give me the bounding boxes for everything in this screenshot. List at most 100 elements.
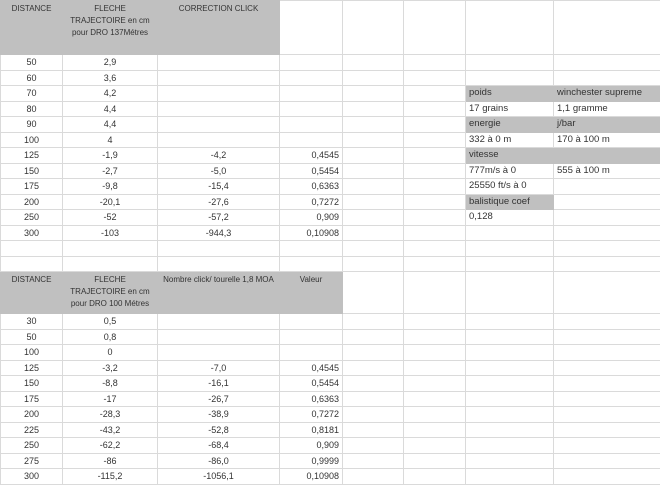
info-label-cell[interactable]: 777m/s à 0 xyxy=(466,163,554,179)
cell[interactable] xyxy=(554,438,660,454)
fleche-cell[interactable]: -8,8 xyxy=(63,376,158,392)
cell[interactable] xyxy=(466,391,554,407)
value-cell[interactable]: 0,5454 xyxy=(280,376,343,392)
bottom-header-cell[interactable]: Nombre click/ tourelle 1,8 MOA xyxy=(158,272,280,314)
correction-cell[interactable]: -5,0 xyxy=(158,163,280,179)
cell[interactable] xyxy=(63,256,158,272)
cell[interactable] xyxy=(554,360,660,376)
cell[interactable] xyxy=(404,422,466,438)
cell[interactable] xyxy=(404,360,466,376)
cell[interactable] xyxy=(343,391,404,407)
distance-cell[interactable]: 100 xyxy=(1,132,63,148)
fleche-cell[interactable]: 0,8 xyxy=(63,329,158,345)
value-cell[interactable]: 0,5454 xyxy=(280,163,343,179)
click-count-cell[interactable] xyxy=(158,314,280,330)
cell[interactable] xyxy=(158,256,280,272)
fleche-cell[interactable]: -1,9 xyxy=(63,148,158,164)
cell[interactable] xyxy=(404,256,466,272)
cell[interactable] xyxy=(343,241,404,257)
cell[interactable] xyxy=(404,117,466,133)
correction-cell[interactable] xyxy=(158,70,280,86)
cell[interactable] xyxy=(343,179,404,195)
fleche-cell[interactable]: -9,8 xyxy=(63,179,158,195)
fleche-cell[interactable]: 3,6 xyxy=(63,70,158,86)
info-value-cell[interactable]: 1,1 gramme xyxy=(554,101,660,117)
cell[interactable] xyxy=(343,453,404,469)
click-count-cell[interactable] xyxy=(158,345,280,361)
distance-cell[interactable]: 250 xyxy=(1,438,63,454)
cell[interactable] xyxy=(466,256,554,272)
cell[interactable] xyxy=(343,1,404,55)
fleche-cell[interactable]: -20,1 xyxy=(63,194,158,210)
value-cell[interactable] xyxy=(280,345,343,361)
cell[interactable] xyxy=(554,314,660,330)
distance-cell[interactable]: 150 xyxy=(1,376,63,392)
correction-cell[interactable] xyxy=(158,117,280,133)
cell[interactable] xyxy=(1,241,63,257)
fleche-cell[interactable]: -3,2 xyxy=(63,360,158,376)
cell[interactable] xyxy=(554,272,660,314)
info-value-cell[interactable] xyxy=(554,179,660,195)
top-header-cell[interactable]: FLECHE TRAJECTOIRE en cm pour DRO 137Mét… xyxy=(63,1,158,55)
click-count-cell[interactable]: -16,1 xyxy=(158,376,280,392)
click-count-cell[interactable]: -38,9 xyxy=(158,407,280,423)
correction-cell[interactable] xyxy=(158,55,280,71)
cell[interactable] xyxy=(554,225,660,241)
fleche-cell[interactable]: -2,7 xyxy=(63,163,158,179)
cell[interactable] xyxy=(554,422,660,438)
info-value-cell[interactable] xyxy=(554,210,660,226)
cell[interactable] xyxy=(404,241,466,257)
distance-cell[interactable]: 175 xyxy=(1,391,63,407)
bottom-header-cell[interactable]: DISTANCE xyxy=(1,272,63,314)
cell[interactable] xyxy=(554,329,660,345)
fleche-cell[interactable]: -62,2 xyxy=(63,438,158,454)
click-count-cell[interactable] xyxy=(158,329,280,345)
cell[interactable] xyxy=(466,70,554,86)
cell[interactable] xyxy=(466,376,554,392)
value-cell[interactable]: 0,909 xyxy=(280,210,343,226)
cell[interactable] xyxy=(343,376,404,392)
value-cell[interactable]: 0,4545 xyxy=(280,360,343,376)
correction-cell[interactable]: -15,4 xyxy=(158,179,280,195)
cell[interactable] xyxy=(466,1,554,55)
cell[interactable] xyxy=(466,272,554,314)
cell[interactable] xyxy=(466,314,554,330)
click-count-cell[interactable]: -68,4 xyxy=(158,438,280,454)
fleche-cell[interactable]: 0,5 xyxy=(63,314,158,330)
distance-cell[interactable]: 50 xyxy=(1,55,63,71)
value-cell[interactable]: 0,6363 xyxy=(280,391,343,407)
click-count-cell[interactable]: -86,0 xyxy=(158,453,280,469)
cell[interactable] xyxy=(404,163,466,179)
info-label-cell[interactable]: energie xyxy=(466,117,554,133)
distance-cell[interactable]: 30 xyxy=(1,314,63,330)
cell[interactable] xyxy=(466,422,554,438)
info-label-cell[interactable]: 25550 ft/s à 0 xyxy=(466,179,554,195)
value-cell[interactable]: 0,7272 xyxy=(280,194,343,210)
click-count-cell[interactable]: -7,0 xyxy=(158,360,280,376)
correction-cell[interactable]: -57,2 xyxy=(158,210,280,226)
fleche-cell[interactable]: -86 xyxy=(63,453,158,469)
distance-cell[interactable]: 125 xyxy=(1,148,63,164)
value-cell[interactable] xyxy=(280,101,343,117)
click-count-cell[interactable]: -26,7 xyxy=(158,391,280,407)
distance-cell[interactable]: 60 xyxy=(1,70,63,86)
correction-cell[interactable]: -27,6 xyxy=(158,194,280,210)
cell[interactable] xyxy=(404,132,466,148)
info-label-cell[interactable]: balistique coef xyxy=(466,194,554,210)
distance-cell[interactable]: 125 xyxy=(1,360,63,376)
cell[interactable] xyxy=(466,407,554,423)
cell[interactable] xyxy=(343,329,404,345)
value-cell[interactable] xyxy=(280,132,343,148)
fleche-cell[interactable]: 4,2 xyxy=(63,86,158,102)
distance-cell[interactable]: 225 xyxy=(1,422,63,438)
cell[interactable] xyxy=(554,1,660,55)
cell[interactable] xyxy=(343,163,404,179)
value-cell[interactable] xyxy=(280,70,343,86)
cell[interactable] xyxy=(158,241,280,257)
cell[interactable] xyxy=(280,241,343,257)
info-value-cell[interactable]: winchester supreme xyxy=(554,86,660,102)
correction-cell[interactable]: -944,3 xyxy=(158,225,280,241)
cell[interactable] xyxy=(343,438,404,454)
cell[interactable] xyxy=(466,225,554,241)
value-cell[interactable] xyxy=(280,329,343,345)
